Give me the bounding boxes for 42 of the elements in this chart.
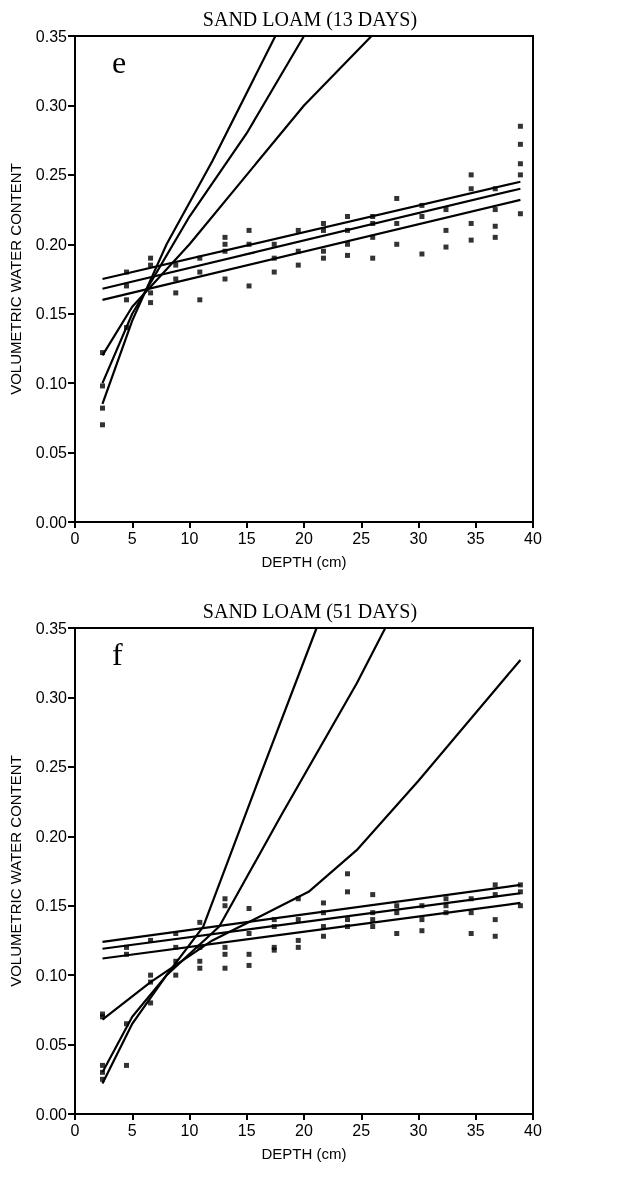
chart-title: SAND LOAM (51 DAYS) xyxy=(202,600,418,623)
x-tick-label: 30 xyxy=(409,1121,428,1139)
x-axis-title: DEPTH (cm) xyxy=(261,1145,347,1162)
x-tick-label: 15 xyxy=(237,1121,256,1139)
x-tick-label: 5 xyxy=(127,529,137,547)
y-tick-label: 0.30 xyxy=(35,96,68,114)
x-tick-label: 30 xyxy=(409,529,428,547)
y-tick-label: 0.25 xyxy=(35,166,68,184)
y-tick-label: 0.05 xyxy=(35,1036,68,1054)
y-axis-title: VOLUMETRIC WATER CONTENT xyxy=(7,755,24,987)
y-tick-label: 0.10 xyxy=(35,374,68,392)
annotation: e xyxy=(112,44,127,80)
y-tick-label: 0.15 xyxy=(35,305,68,323)
x-tick-label: 5 xyxy=(127,1121,137,1139)
x-tick-label: 35 xyxy=(466,1121,485,1139)
chart-title: SAND LOAM (13 DAYS) xyxy=(202,8,418,31)
x-tick-label: 25 xyxy=(352,1121,371,1139)
y-tick-label: 0.00 xyxy=(35,1105,68,1123)
x-tick-label: 0 xyxy=(70,1121,80,1139)
y-axis-title: VOLUMETRIC WATER CONTENT xyxy=(7,163,24,395)
y-tick-label: 0.10 xyxy=(35,966,68,984)
x-tick-label: 10 xyxy=(180,529,199,547)
y-tick-label: 0.35 xyxy=(35,619,68,637)
x-tick-label: 40 xyxy=(524,1121,542,1139)
y-tick-label: 0.20 xyxy=(35,235,68,253)
x-tick-label: 25 xyxy=(352,529,371,547)
x-tick-label: 10 xyxy=(180,1121,199,1139)
y-tick-label: 0.05 xyxy=(35,444,68,462)
x-tick-label: 15 xyxy=(237,529,256,547)
x-tick-label: 35 xyxy=(466,529,485,547)
y-tick-label: 0.15 xyxy=(35,897,68,915)
x-tick-label: 20 xyxy=(295,1121,313,1139)
y-tick-label: 0.30 xyxy=(35,688,68,706)
y-tick-label: 0.25 xyxy=(35,758,68,776)
x-tick-label: 20 xyxy=(295,529,313,547)
x-tick-label: 40 xyxy=(524,529,542,547)
annotation: f xyxy=(112,636,123,672)
y-tick-label: 0.00 xyxy=(35,513,68,531)
x-axis-title: DEPTH (cm) xyxy=(261,553,347,570)
y-tick-label: 0.20 xyxy=(35,827,68,845)
y-tick-label: 0.35 xyxy=(35,27,68,45)
x-tick-label: 0 xyxy=(70,529,80,547)
